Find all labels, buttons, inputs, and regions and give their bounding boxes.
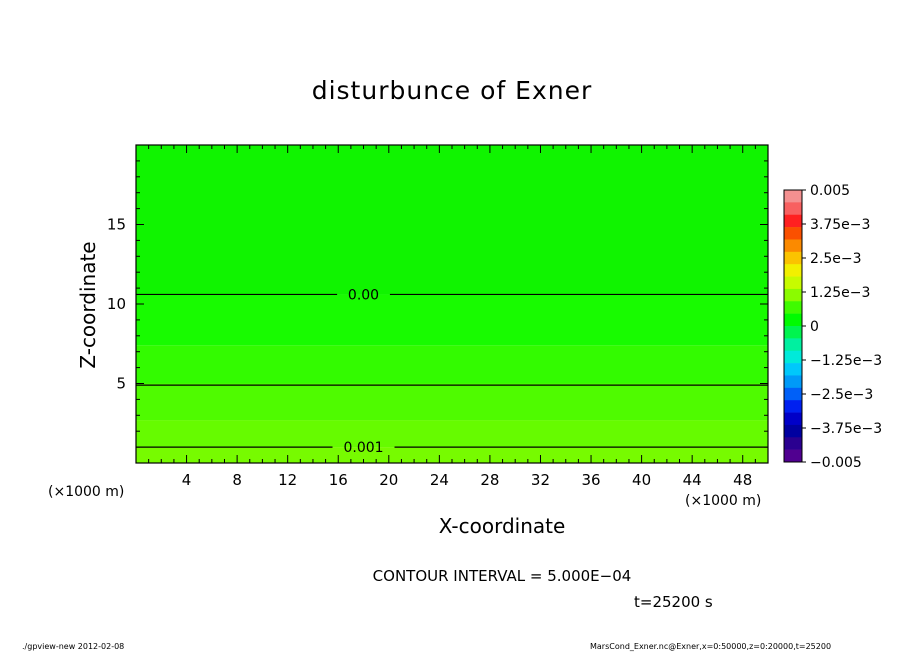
x-tick-label-40: 40 <box>632 471 651 489</box>
x-axis: 4 8 12 16 20 24 28 32 36 40 44 48 <box>148 145 756 489</box>
footer-data-source: MarsCond_Exner.nc@Exner,x=0:50000,z=0:20… <box>590 642 832 651</box>
y-tick-label-10: 10 <box>107 295 126 313</box>
colorbar: 0.005 3.75e−3 2.5e−3 1.25e−3 0 −1.25e−3 −2.5e−… <box>783 183 882 471</box>
colorbar-tick-label-3: 1.25e−3 <box>810 285 870 301</box>
colorbar-tick-label-0: 0.005 <box>810 183 850 199</box>
colorbar-swatch-4 <box>784 239 802 253</box>
time-label: t=25200 s <box>634 593 713 611</box>
footer-program-info: ./gpview-new 2012-02-08 <box>22 642 125 651</box>
colorbar-swatch-14 <box>784 363 802 376</box>
x-unit-label-right: (×1000 m) <box>685 493 762 509</box>
x-tick-label-28: 28 <box>480 471 499 489</box>
contour-band-2 <box>136 383 768 421</box>
colorbar-swatch-7 <box>784 276 802 290</box>
colorbar-swatch-16 <box>784 387 802 401</box>
x-tick-label-4: 4 <box>182 471 192 489</box>
x-tick-label-36: 36 <box>581 471 600 489</box>
colorbar-tick-label-1: 3.75e−3 <box>810 217 870 233</box>
contour-band-5 <box>136 145 768 295</box>
colorbar-tick-label-8: −0.005 <box>810 455 862 471</box>
contour-label-2: 0.001 <box>343 440 383 456</box>
y-axis-label: Z-coordinate <box>76 241 100 369</box>
colorbar-swatch-10 <box>784 313 802 327</box>
colorbar-swatch-17 <box>784 400 802 413</box>
x-tick-label-8: 8 <box>232 471 242 489</box>
x-tick-label-32: 32 <box>531 471 550 489</box>
colorbar-tick-label-7: −3.75e−3 <box>810 421 882 437</box>
y-tick-label-15: 15 <box>107 216 126 234</box>
plot-contours: 0.00 0.001 <box>136 287 768 456</box>
colorbar-swatch-2 <box>784 214 802 228</box>
y-tick-label-5: 5 <box>116 375 126 393</box>
x-unit-label-left: (×1000 m) <box>48 484 125 500</box>
contour-band-3 <box>136 345 768 384</box>
colorbar-swatch-13 <box>784 350 802 364</box>
colorbar-tick-label-6: −2.5e−3 <box>810 387 873 403</box>
contour-label-0: 0.00 <box>348 287 379 303</box>
colorbar-swatch-12 <box>784 338 802 352</box>
contour-band-0 <box>136 447 768 463</box>
y-axis: 5 10 15 <box>107 160 768 448</box>
chart-title: disturbunce of Exner <box>311 76 593 105</box>
colorbar-tick-label-2: 2.5e−3 <box>810 251 862 267</box>
x-axis-label: X-coordinate <box>438 514 566 538</box>
colorbar-swatch-21 <box>784 449 802 463</box>
colorbar-swatch-11 <box>784 326 802 339</box>
colorbar-swatch-8 <box>784 288 802 302</box>
colorbar-swatch-19 <box>784 424 802 438</box>
colorbar-swatch-20 <box>784 437 802 450</box>
x-tick-label-12: 12 <box>278 471 297 489</box>
x-tick-label-44: 44 <box>683 471 702 489</box>
colorbar-swatch-18 <box>784 412 802 426</box>
colorbar-swatch-6 <box>784 264 802 277</box>
colorbar-swatch-1 <box>784 202 802 216</box>
colorbar-tick-label-4: 0 <box>810 319 819 335</box>
contour-band-4 <box>136 294 768 346</box>
colorbar-swatch-15 <box>784 375 802 389</box>
colorbar-swatch-9 <box>784 301 802 314</box>
colorbar-tick-label-5: −1.25e−3 <box>810 353 882 369</box>
colorbar-swatch-5 <box>784 251 802 265</box>
colorbar-swatch-3 <box>784 227 802 240</box>
plot-bands <box>136 145 768 463</box>
x-tick-label-20: 20 <box>379 471 398 489</box>
x-tick-label-48: 48 <box>733 471 752 489</box>
x-tick-label-16: 16 <box>329 471 348 489</box>
colorbar-swatch-0 <box>784 190 802 203</box>
contour-interval-label: CONTOUR INTERVAL = 5.000E−04 <box>372 567 632 585</box>
contour-band-1 <box>136 420 768 448</box>
x-tick-label-24: 24 <box>430 471 449 489</box>
